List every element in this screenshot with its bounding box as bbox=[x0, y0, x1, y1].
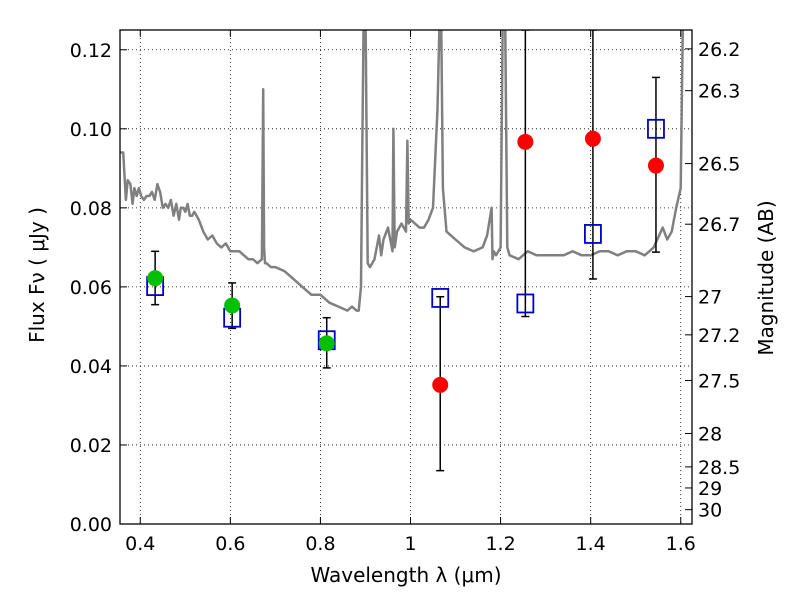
y2-tick-label: 26.3 bbox=[698, 81, 740, 103]
x-tick-label: 1.4 bbox=[576, 533, 606, 555]
model-square-point bbox=[584, 224, 602, 244]
red-photometry-point bbox=[517, 133, 534, 150]
green-photometry-point bbox=[224, 297, 241, 314]
x-tick-label: 0.8 bbox=[305, 533, 335, 555]
y-axis-title: Flux Fν ( μJy ) bbox=[25, 207, 49, 343]
y2-tick-label: 27.2 bbox=[698, 325, 740, 347]
axes-layer: 0.4 0.6 0.8 1 1.2 1.4 1.6 0.00 0.02 0.04 0.06 0.08 0… bbox=[70, 29, 740, 555]
y-tick-label: 0.06 bbox=[70, 277, 112, 299]
model-square-point bbox=[431, 288, 450, 308]
x-tick-label: 1 bbox=[404, 533, 416, 555]
model-square-point bbox=[647, 118, 665, 139]
right-y-axis-title: Magnitude (AB) bbox=[754, 200, 778, 355]
y2-tick-label: 30 bbox=[698, 500, 722, 522]
y2-tick-label: 26.7 bbox=[698, 214, 740, 236]
red-photometry-point bbox=[584, 130, 601, 147]
clipped-plot-group bbox=[120, 30, 684, 472]
grid-layer bbox=[120, 30, 692, 525]
y-tick-label: 0.00 bbox=[70, 514, 112, 536]
x-tick-label: 1.6 bbox=[666, 533, 696, 555]
y-tick-label: 0.10 bbox=[70, 119, 112, 141]
plot-layer bbox=[120, 30, 684, 472]
model-square-point bbox=[516, 293, 535, 314]
x-axis-title: Wavelength λ (μm) bbox=[310, 563, 501, 587]
y2-tick-label: 28.5 bbox=[698, 457, 740, 479]
y2-tick-label: 28 bbox=[698, 423, 722, 445]
x-tick-label: 1.2 bbox=[485, 533, 515, 555]
y2-tick-label: 26.5 bbox=[698, 154, 740, 176]
y2-tick-label: 27 bbox=[698, 287, 722, 309]
y-tick-label: 0.12 bbox=[70, 40, 112, 62]
red-photometry-point bbox=[647, 157, 664, 174]
y-tick-label: 0.08 bbox=[70, 198, 112, 220]
y-tick-label: 0.02 bbox=[70, 435, 112, 457]
label-layer: Wavelength λ (μm) Flux Fν ( μJy ) Magnit… bbox=[25, 200, 778, 587]
template-spectrum-line bbox=[120, 30, 684, 312]
plot-frame bbox=[119, 29, 693, 525]
y2-tick-label: 26.2 bbox=[698, 39, 740, 61]
green-photometry-point bbox=[318, 335, 335, 352]
green-photometry-point bbox=[147, 270, 164, 287]
red-photometry-point bbox=[432, 376, 449, 393]
y2-tick-label: 29 bbox=[698, 478, 722, 500]
y-tick-label: 0.04 bbox=[70, 356, 112, 378]
y2-tick-label: 27.5 bbox=[698, 371, 740, 393]
x-tick-label: 0.4 bbox=[125, 533, 155, 555]
x-tick-label: 0.6 bbox=[215, 533, 245, 555]
